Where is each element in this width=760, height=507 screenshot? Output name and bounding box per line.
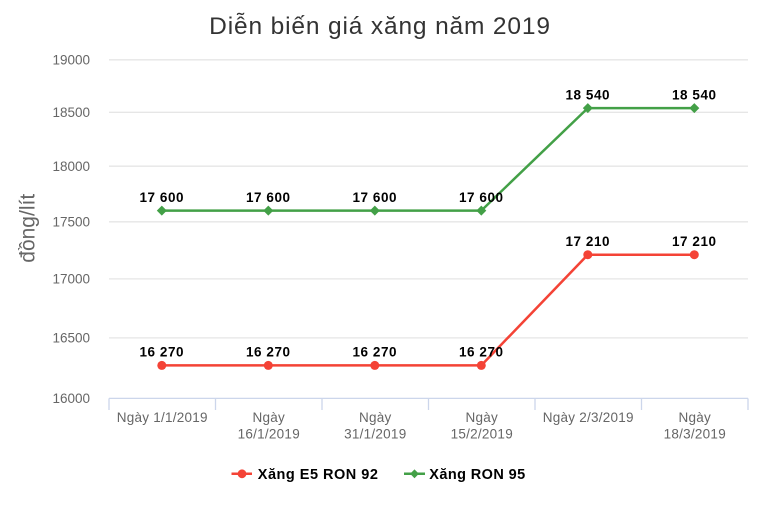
svg-text:đồng/lít: đồng/lít bbox=[17, 194, 40, 263]
svg-text:Ngày: Ngày bbox=[679, 410, 712, 425]
svg-text:Ngày 2/3/2019: Ngày 2/3/2019 bbox=[543, 410, 634, 425]
svg-text:Ngày 1/1/2019: Ngày 1/1/2019 bbox=[117, 410, 208, 425]
svg-text:Ngày: Ngày bbox=[253, 410, 286, 425]
svg-text:17500: 17500 bbox=[52, 215, 90, 230]
svg-text:16500: 16500 bbox=[52, 331, 90, 346]
svg-text:18 540: 18 540 bbox=[672, 87, 717, 102]
svg-text:18000: 18000 bbox=[52, 159, 90, 174]
svg-text:17 600: 17 600 bbox=[140, 190, 185, 205]
svg-text:17 600: 17 600 bbox=[353, 190, 398, 205]
svg-text:31/1/2019: 31/1/2019 bbox=[344, 427, 406, 442]
svg-text:16 270: 16 270 bbox=[246, 345, 291, 360]
svg-text:Ngày: Ngày bbox=[466, 410, 499, 425]
svg-text:17000: 17000 bbox=[52, 272, 90, 287]
svg-text:Xăng E5 RON 92: Xăng E5 RON 92 bbox=[258, 467, 379, 483]
svg-text:18 540: 18 540 bbox=[566, 87, 611, 102]
svg-text:17 210: 17 210 bbox=[566, 234, 611, 249]
svg-text:17 600: 17 600 bbox=[246, 190, 291, 205]
svg-text:17 600: 17 600 bbox=[459, 190, 504, 205]
svg-text:19000: 19000 bbox=[52, 53, 90, 68]
svg-text:18/3/2019: 18/3/2019 bbox=[664, 427, 726, 442]
svg-text:Ngày: Ngày bbox=[359, 410, 392, 425]
svg-text:16 270: 16 270 bbox=[353, 345, 398, 360]
svg-text:16/1/2019: 16/1/2019 bbox=[238, 427, 300, 442]
svg-text:Xăng RON 95: Xăng RON 95 bbox=[429, 467, 525, 483]
svg-text:Diễn biến giá xăng năm 2019: Diễn biến giá xăng năm 2019 bbox=[209, 13, 551, 40]
svg-text:16 270: 16 270 bbox=[459, 345, 504, 360]
svg-text:16 270: 16 270 bbox=[140, 345, 185, 360]
svg-text:16000: 16000 bbox=[52, 391, 90, 406]
svg-text:17 210: 17 210 bbox=[672, 234, 717, 249]
svg-text:18500: 18500 bbox=[52, 105, 90, 120]
svg-text:15/2/2019: 15/2/2019 bbox=[451, 427, 513, 442]
